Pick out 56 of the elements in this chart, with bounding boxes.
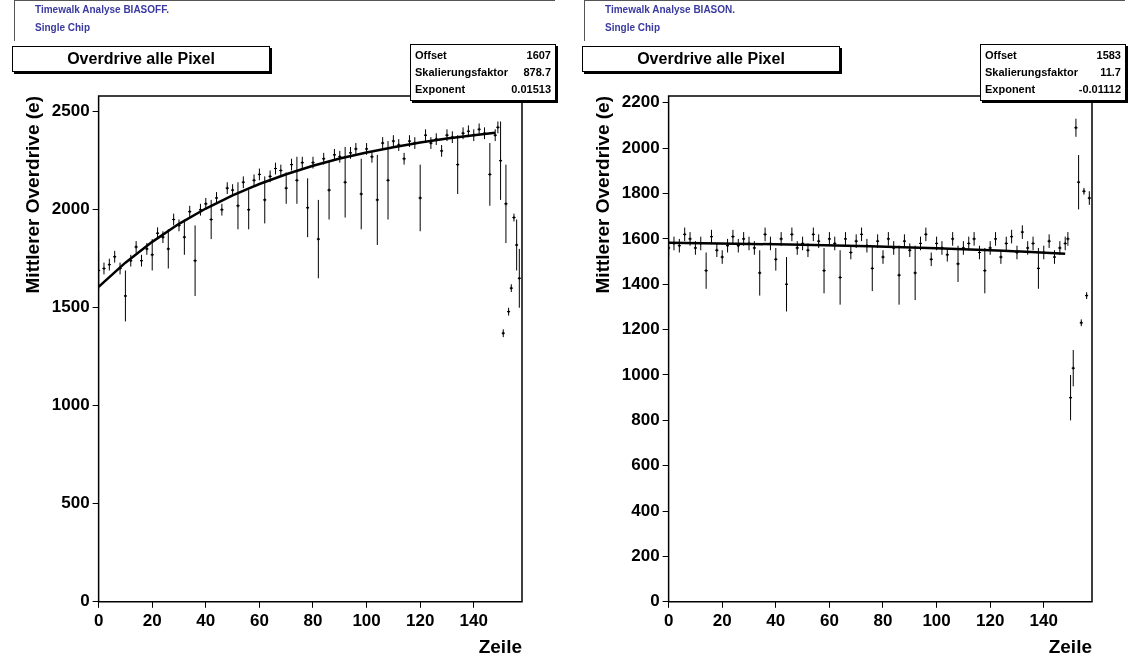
y-tick-label: 1000 xyxy=(51,395,90,415)
text: 1607 xyxy=(526,48,551,63)
y-tick-label: 1200 xyxy=(621,319,660,339)
y-axis-title: Mittlerer Overdrive (e) xyxy=(21,96,43,294)
y-tick-label: 1000 xyxy=(621,364,660,384)
text: Single Chip xyxy=(605,22,660,33)
x-axis-title: Zeile xyxy=(478,635,522,657)
y-tick-label: 200 xyxy=(631,546,660,566)
text: Exponent xyxy=(985,82,1036,97)
text: Offset xyxy=(985,48,1017,63)
text: 1583 xyxy=(1096,48,1121,63)
x-tick-label: 140 xyxy=(459,610,488,630)
chart-title: Overdrive alle Pixel xyxy=(582,46,840,72)
y-axis-title: Mittlerer Overdrive (e) xyxy=(591,96,613,294)
x-tick-label: 120 xyxy=(975,610,1005,630)
x-tick-label: 20 xyxy=(142,610,162,630)
x-tick-label: 140 xyxy=(1029,610,1058,630)
x-tick-label: 60 xyxy=(249,610,269,630)
text: Skalierungsfaktor xyxy=(415,65,508,80)
text: -0.01112 xyxy=(1078,82,1121,97)
chart-title: Overdrive alle Pixel xyxy=(12,46,270,72)
y-tick-label: 0 xyxy=(650,591,660,611)
text: Offset xyxy=(415,48,447,63)
text: Skalierungsfaktor xyxy=(985,65,1078,80)
x-tick-label: 100 xyxy=(352,610,381,630)
x-tick-label: 40 xyxy=(766,610,786,630)
text: 878.7 xyxy=(523,65,551,80)
x-tick-label: 80 xyxy=(303,610,323,630)
y-tick-label: 1500 xyxy=(51,297,90,317)
y-tick-label: 600 xyxy=(631,455,660,475)
y-tick-label: 1600 xyxy=(621,228,660,248)
x-tick-label: 60 xyxy=(819,610,839,630)
x-tick-label: 100 xyxy=(922,610,951,630)
x-tick-label: 80 xyxy=(873,610,893,630)
text: Timewalk Analyse BIASOFF. xyxy=(35,4,169,15)
y-tick-label: 1800 xyxy=(621,183,660,203)
y-tick-label: 1400 xyxy=(621,273,660,293)
x-tick-label: 120 xyxy=(405,610,435,630)
text: 11.7 xyxy=(1100,65,1121,80)
x-tick-label: 20 xyxy=(712,610,732,630)
x-tick-label: 0 xyxy=(663,610,674,630)
x-tick-label: 0 xyxy=(93,610,104,630)
text: 0.01513 xyxy=(511,82,551,97)
y-tick-label: 2000 xyxy=(621,137,660,157)
y-tick-label: 400 xyxy=(631,500,660,520)
y-tick-label: 800 xyxy=(631,410,660,430)
y-tick-label: 2200 xyxy=(621,92,660,112)
text: Single Chip xyxy=(35,22,90,33)
y-tick-label: 500 xyxy=(61,493,90,513)
x-tick-label: 40 xyxy=(196,610,216,630)
x-axis-title: Zeile xyxy=(1048,635,1092,657)
y-tick-label: 2500 xyxy=(51,101,90,121)
y-tick-label: 2000 xyxy=(51,199,90,219)
text: Timewalk Analyse BIASON. xyxy=(605,4,736,15)
text: Exponent xyxy=(415,82,466,97)
y-tick-label: 0 xyxy=(80,591,90,611)
